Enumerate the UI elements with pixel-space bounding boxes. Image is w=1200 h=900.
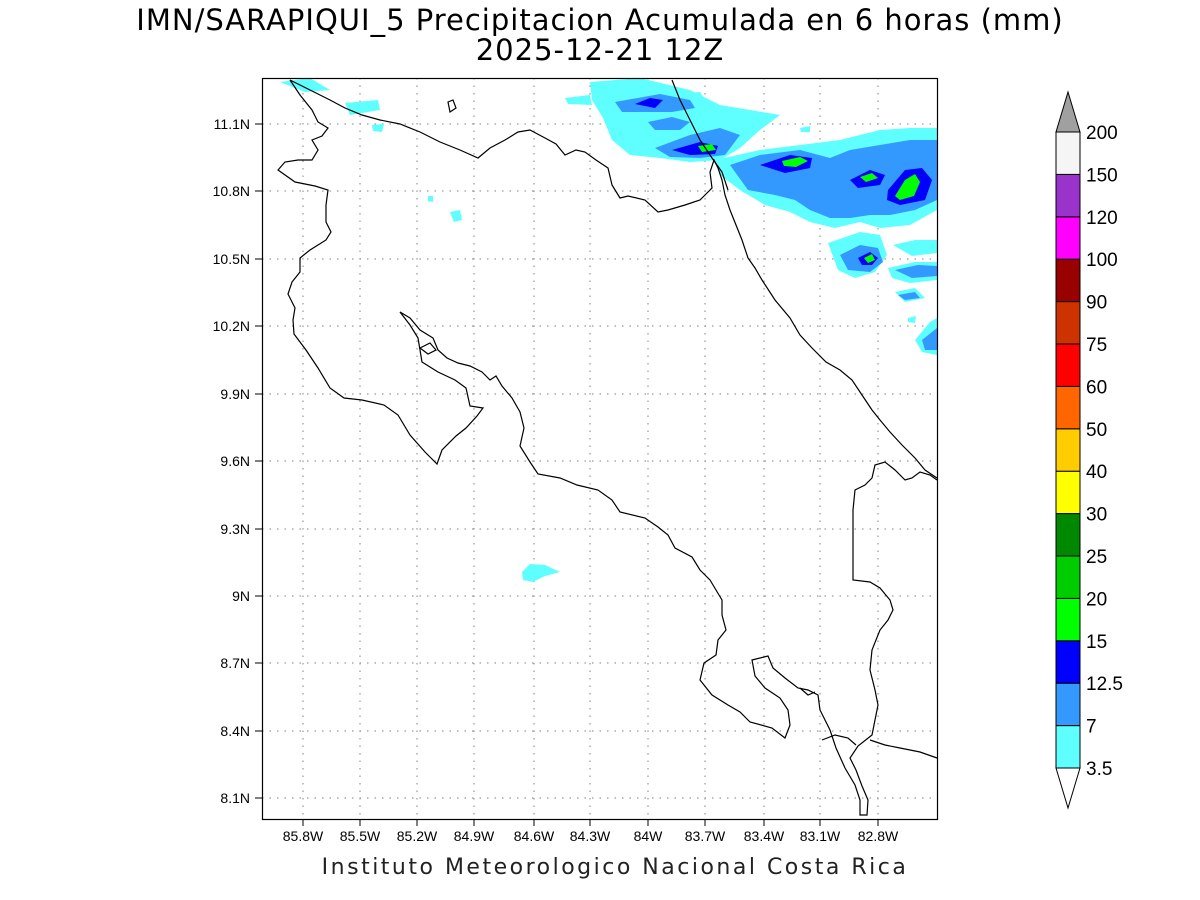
latitude-axis: 11.1N 10.8N 10.5N 10.2N 9.9N 9.6N 9.3N 9N 8.7N 8.… [213, 116, 262, 806]
colorbar-segment [1055, 470, 1081, 515]
lon-tick-label: 83.7W [685, 828, 726, 844]
lon-tick-label: 84.3W [570, 828, 611, 844]
lat-tick-label: 10.5N [213, 251, 250, 267]
precip-shading [280, 78, 937, 582]
lat-tick-label: 8.4N [220, 723, 250, 739]
lat-tick-label: 9N [232, 588, 250, 604]
lon-tick-label: 84.9W [454, 828, 495, 844]
colorbar-segment [1055, 428, 1081, 472]
colorbar-segment [1055, 640, 1081, 684]
colorbar-low-arrow [1055, 767, 1081, 810]
colorbar-label: 25 [1086, 547, 1107, 568]
colorbar-label: 90 [1086, 293, 1107, 314]
colorbar-segment [1055, 682, 1081, 727]
colorbar-label: 200 [1086, 123, 1118, 144]
colorbar-label: 60 [1086, 377, 1107, 398]
map-subtitle: 2025-12-21 12Z [475, 33, 725, 67]
lat-tick-label: 9.9N [220, 386, 250, 402]
colorbar-segment [1055, 216, 1081, 260]
precip-15 [698, 144, 920, 263]
colorbar-segment [1055, 301, 1081, 345]
colorbar-label: 100 [1086, 250, 1118, 271]
colorbar-segment [1055, 725, 1081, 769]
colorbar-segment [1055, 513, 1081, 557]
map-title: IMN/SARAPIQUI_5 Precipitacion Acumulada … [136, 3, 1064, 37]
colorbar-label: 30 [1086, 505, 1107, 526]
footer-credit: Instituto Meteorologico Nacional Costa R… [321, 855, 909, 880]
lon-tick-label: 83.4W [744, 828, 785, 844]
colorbar-label: 7 [1086, 717, 1097, 738]
colorbar-label: 3.5 [1086, 759, 1112, 780]
colorbar-label: 75 [1086, 335, 1107, 356]
precip-3p5 [280, 78, 937, 582]
map-gridlines [262, 78, 937, 819]
lon-tick-label: 83.1W [800, 828, 841, 844]
colorbar-label: 50 [1086, 420, 1107, 441]
colorbar-segment [1055, 385, 1081, 430]
lat-tick-label: 10.8N [213, 183, 250, 199]
lat-tick-label: 9.3N [220, 521, 250, 537]
colorbar-high-arrow [1055, 90, 1081, 133]
colorbar-segment [1055, 343, 1081, 387]
colorbar-label: 20 [1086, 589, 1107, 610]
colorbar-segment [1055, 173, 1081, 218]
lat-tick-label: 10.2N [213, 318, 250, 334]
map-frame [261, 77, 939, 821]
lon-tick-label: 84W [634, 828, 664, 844]
lon-tick-label: 85.2W [397, 828, 438, 844]
lon-tick-label: 85.8W [283, 828, 324, 844]
lat-tick-label: 8.1N [220, 790, 250, 806]
longitude-axis: 85.8W 85.5W 85.2W 84.9W 84.6W 84.3W 84W 83.7W 83… [283, 819, 899, 844]
coastline-borders [277, 79, 938, 816]
colorbar-label: 150 [1086, 165, 1118, 186]
colorbar-label: 12.5 [1086, 674, 1123, 695]
lat-tick-label: 11.1N [214, 116, 250, 132]
lon-tick-label: 82.8W [858, 828, 899, 844]
colorbar-label: 15 [1086, 632, 1107, 653]
lat-tick-label: 9.6N [220, 453, 250, 469]
colorbar-label: 40 [1086, 462, 1107, 483]
colorbar-segment [1055, 597, 1081, 642]
lon-tick-label: 85.5W [340, 828, 381, 844]
colorbar-label: 120 [1086, 208, 1118, 229]
lon-tick-label: 84.6W [514, 828, 555, 844]
colorbar: 3.5 7 12.5 15 20 25 30 40 50 60 75 90 100 120 150 200 [1055, 90, 1123, 810]
colorbar-segment [1055, 131, 1081, 175]
colorbar-segment [1055, 555, 1081, 599]
lat-tick-label: 8.7N [220, 655, 250, 671]
colorbar-segment [1055, 258, 1081, 303]
